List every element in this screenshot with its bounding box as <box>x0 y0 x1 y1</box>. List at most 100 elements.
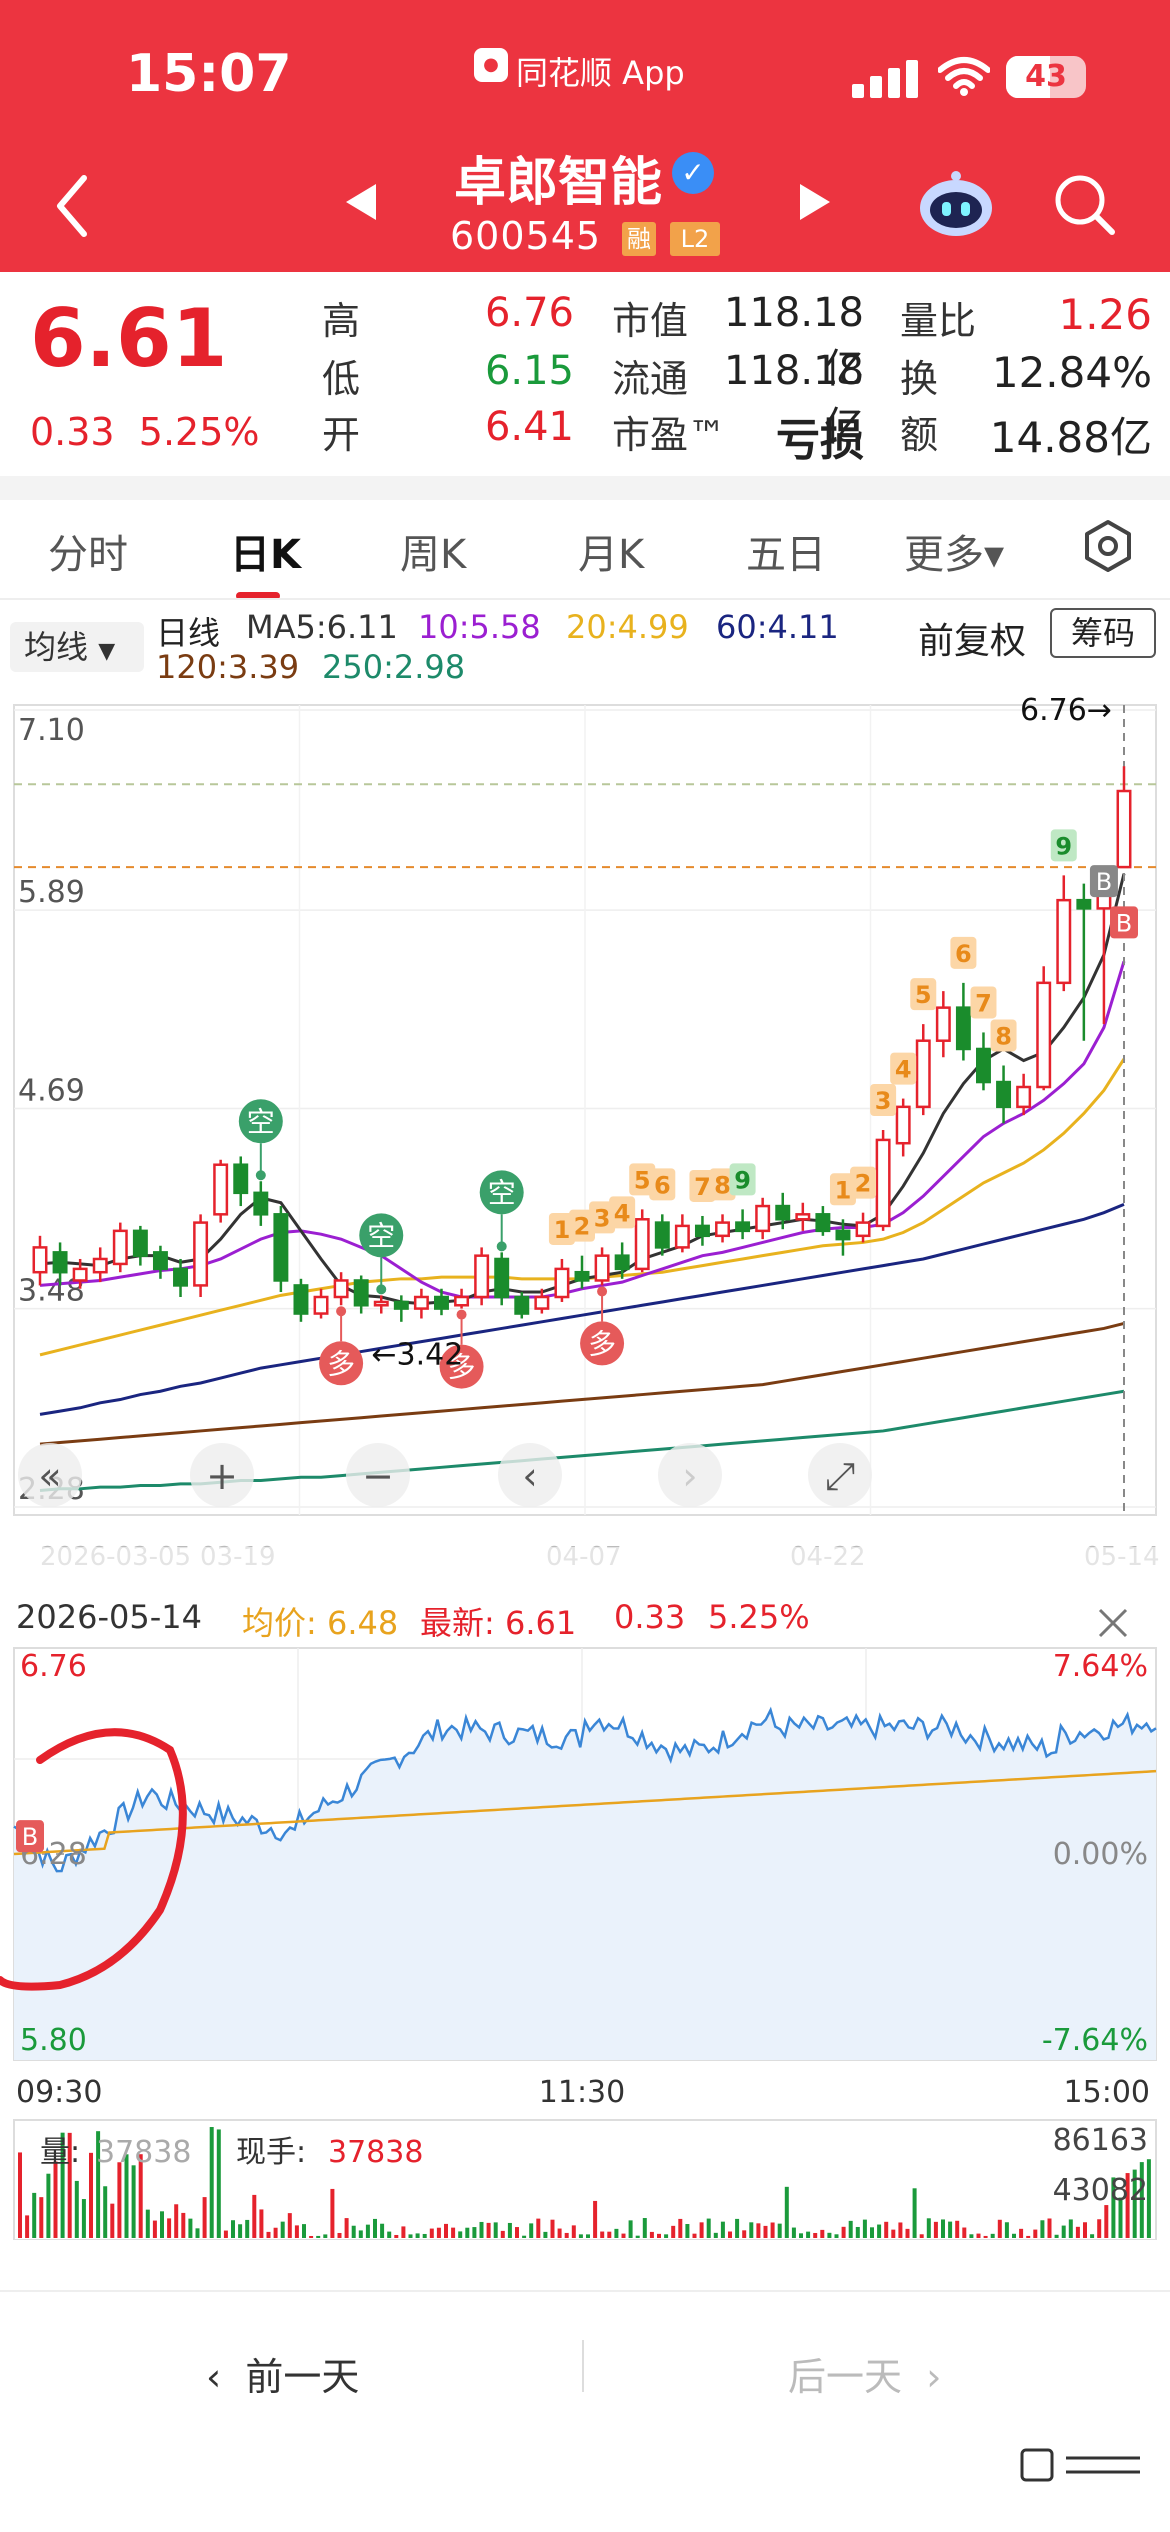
volume-bar <box>1054 2234 1059 2238</box>
change-percent: 5.25% <box>138 410 260 454</box>
close-icon[interactable] <box>1096 1606 1130 1640</box>
candle <box>634 1209 650 1273</box>
count-number: 5 <box>634 1166 651 1194</box>
control-bg <box>498 1443 562 1507</box>
control-bg <box>346 1443 410 1507</box>
candle <box>313 1288 329 1319</box>
chip-distribution-button[interactable]: 筹码 <box>1050 608 1156 658</box>
volume-bar <box>600 2231 605 2238</box>
candle <box>875 1129 891 1231</box>
sell-signal[interactable]: 空 <box>479 1170 524 1252</box>
volume-bar <box>564 2232 569 2238</box>
candle-body <box>875 1138 891 1228</box>
candle <box>32 1235 48 1286</box>
signal-bubble <box>238 1099 283 1144</box>
quote-label: 流通 <box>612 357 689 401</box>
chart-settings-icon[interactable] <box>1080 518 1136 574</box>
stock-code: 600545 <box>450 214 602 258</box>
volume-bar <box>500 2230 505 2238</box>
candle <box>454 1288 470 1309</box>
control-icon: › <box>682 1454 697 1498</box>
back-arrow-icon[interactable] <box>50 170 94 242</box>
volume-bar <box>444 2223 448 2238</box>
tab-2[interactable]: 周K <box>400 532 467 578</box>
buy-signal[interactable]: 多 <box>580 1286 625 1366</box>
volume-bar <box>955 2220 960 2238</box>
intraday-chart[interactable]: 6.766.285.807.64%0.00%-7.64%B09:30 11:30 1… <box>0 1640 1170 2240</box>
volume-bar <box>1047 2218 1052 2238</box>
quote-label: 开 <box>322 413 361 457</box>
candle-body <box>273 1213 289 1282</box>
candle-body <box>112 1229 128 1266</box>
quote-label: 额 <box>900 413 939 457</box>
volume-bar <box>451 2227 456 2238</box>
chart-control-1[interactable]: + <box>190 1443 254 1507</box>
divider <box>0 2290 1170 2292</box>
volume-bar <box>720 2221 725 2238</box>
tab-1[interactable]: 日K <box>230 532 301 578</box>
kline-chart[interactable]: 7.105.894.693.482.28123456789123456789空空… <box>0 685 1170 1585</box>
quote-value: 6.15 <box>484 348 574 394</box>
tab-5[interactable]: 更多▾ <box>904 532 1005 578</box>
candle-body <box>735 1221 751 1233</box>
sell-signal[interactable]: 空 <box>238 1099 283 1181</box>
volume-bar <box>642 2218 647 2238</box>
sequence-count: 4 <box>609 1196 636 1229</box>
volume-bar <box>266 2231 271 2238</box>
quote-label: 市值 <box>612 299 689 343</box>
adjustment-mode[interactable]: 前复权 <box>918 621 1027 662</box>
volume-bar <box>131 2165 136 2238</box>
chart-control-4[interactable]: › <box>658 1443 722 1507</box>
volume-bar <box>926 2218 931 2238</box>
status-time: 15:07 <box>126 44 292 104</box>
dropdown-icon: ▼ <box>98 639 116 664</box>
volume-bar <box>1146 2159 1151 2238</box>
control-icon: ‹ <box>522 1454 537 1498</box>
ma120-value: 120:3.39 <box>156 648 300 686</box>
next-stock-icon[interactable] <box>794 180 834 224</box>
chart-control-2[interactable]: − <box>346 1443 410 1507</box>
ma60-value: 60:4.11 <box>716 608 839 646</box>
tab-3[interactable]: 月K <box>578 532 645 578</box>
avg-price-line <box>13 1769 1157 1856</box>
candle-body <box>935 1006 951 1042</box>
app-logo-icon: ● <box>474 48 508 82</box>
ma5-value: MA5:6.11 <box>246 608 398 646</box>
sell-signal[interactable]: 空 <box>359 1213 404 1295</box>
search-icon[interactable] <box>1052 172 1116 236</box>
candle <box>1016 1073 1032 1116</box>
price-change: 0.33 5.25% <box>30 410 260 454</box>
next-day-label: 后一天 <box>788 2355 903 2399</box>
volume-mid-label: 43082 <box>1053 2173 1148 2208</box>
chart-control-0[interactable]: « <box>18 1443 82 1507</box>
next-day-button[interactable]: 后一天 › <box>788 2346 941 2401</box>
volume-bar <box>536 2218 541 2238</box>
chart-control-3[interactable]: ‹ <box>498 1443 562 1507</box>
signal-label: 多 <box>448 1351 476 1384</box>
assistant-robot-icon[interactable] <box>916 168 996 238</box>
candle <box>735 1209 751 1240</box>
cellular-signal-icon <box>852 58 922 98</box>
candle-body <box>815 1213 831 1233</box>
prev-stock-icon[interactable] <box>342 180 382 224</box>
volume-bar <box>827 2232 832 2238</box>
buy-signal[interactable]: 多 <box>319 1306 364 1386</box>
chevron-right-icon: › <box>926 2355 942 2399</box>
count-number: 6 <box>654 1171 671 1199</box>
candle <box>835 1219 851 1256</box>
indicator-select[interactable]: 均线 ▼ <box>10 622 144 672</box>
ma10-value: 10:5.58 <box>418 608 541 646</box>
chart-control-5[interactable]: ⤢ <box>808 1443 872 1507</box>
volume-bar <box>387 2231 392 2238</box>
volume-bar <box>948 2221 953 2238</box>
sequence-count: 6 <box>649 1168 676 1201</box>
tab-4[interactable]: 五日 <box>746 532 826 578</box>
menu-icon[interactable] <box>1016 2446 1146 2486</box>
count-badge <box>689 1169 716 1202</box>
price-line <box>13 1706 1157 1873</box>
tab-0[interactable]: 分时 <box>48 532 128 578</box>
prev-day-button[interactable]: ‹ 前一天 <box>206 2346 359 2401</box>
buy-signal[interactable]: 多 <box>439 1309 484 1389</box>
volume-bar <box>472 2227 477 2238</box>
high-price-label: 6.76→ <box>1020 693 1112 728</box>
